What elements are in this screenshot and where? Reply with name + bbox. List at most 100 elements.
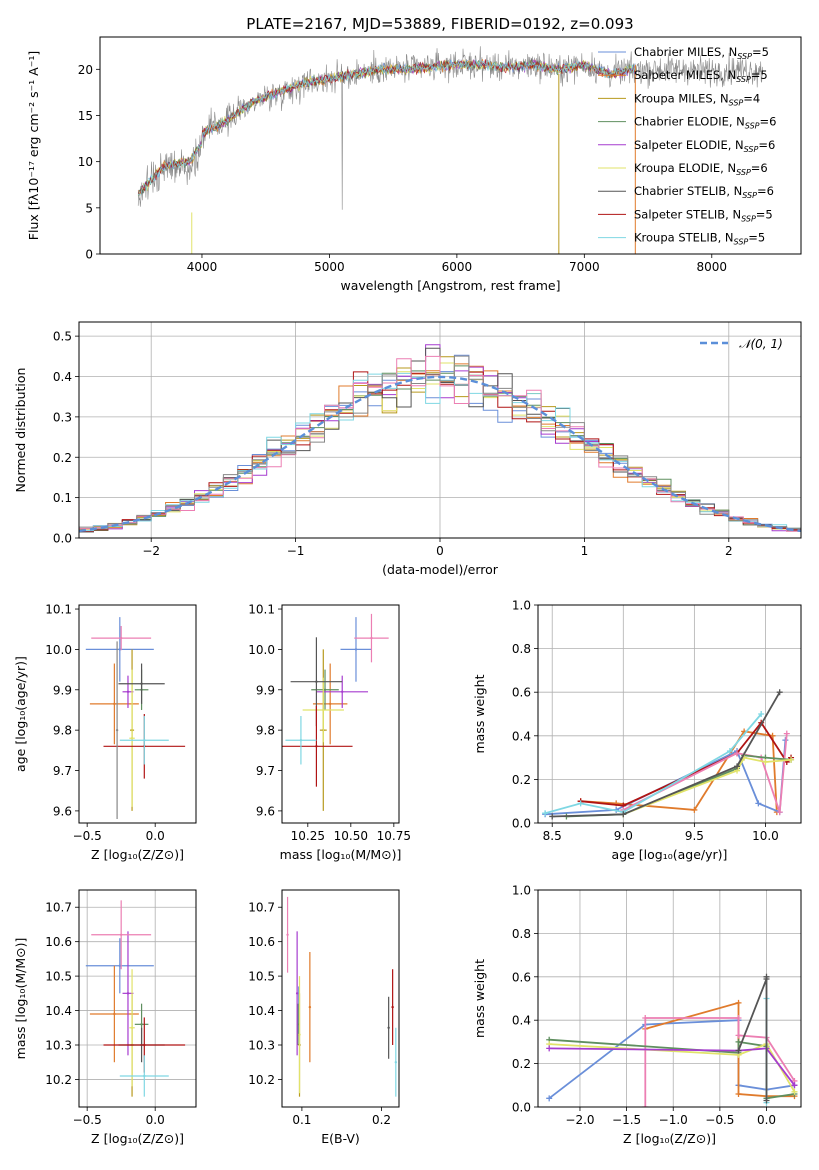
x-tick-label: 0.0 bbox=[757, 1113, 776, 1127]
legend-label-sub: SSP bbox=[744, 145, 759, 154]
data-point-8 bbox=[143, 1043, 146, 1047]
weight-marker bbox=[788, 756, 795, 763]
legend-label-text: Kroupa MILES, N bbox=[634, 91, 729, 105]
weight-marker bbox=[783, 730, 790, 737]
legend-label-value: =4 bbox=[743, 91, 760, 105]
weight-marker bbox=[726, 748, 733, 755]
weight-marker bbox=[642, 1015, 649, 1022]
legend-label-sub: SSP bbox=[742, 191, 757, 200]
y-tick-label: 10.1 bbox=[248, 603, 275, 617]
plot-area bbox=[85, 617, 186, 819]
legend-label-text: Salpeter MILES, N bbox=[634, 68, 736, 82]
y-tick-label: 10.7 bbox=[248, 901, 275, 915]
y-tick-label: 0 bbox=[85, 248, 93, 262]
y-tick-label: 0.8 bbox=[512, 642, 531, 656]
x-tick-label: 5000 bbox=[314, 260, 345, 274]
legend-label: Chabrier MILES, NSSP=5 bbox=[634, 45, 769, 61]
data-point-5 bbox=[295, 992, 299, 995]
y-tick-label: 10.4 bbox=[248, 1004, 275, 1018]
x-tick-label: 4000 bbox=[187, 260, 218, 274]
legend-label: 𝒩(0, 1) bbox=[739, 337, 783, 351]
y-tick-label: 20 bbox=[78, 63, 93, 77]
x-tick-label: 8000 bbox=[697, 260, 728, 274]
y-tick-label: 0.2 bbox=[53, 451, 72, 465]
y-tick-label: 9.6 bbox=[53, 804, 72, 818]
axes-frame bbox=[537, 604, 802, 824]
weight-marker bbox=[691, 806, 698, 813]
y-tick-label: 10.5 bbox=[248, 970, 275, 984]
panel-mass-vs-z: −0.5 0.0 10.2 10.3 10.4 10.5 10.6 10.7 Z [log₁₀(… bbox=[13, 889, 197, 1146]
model-line-8 bbox=[137, 59, 636, 196]
y-axis-label: Flux [fλ10⁻¹⁷ erg cm⁻² s⁻¹ A⁻¹] bbox=[26, 51, 41, 240]
data-point-7 bbox=[315, 680, 318, 683]
legend-label: Salpeter STELIB, NSSP=5 bbox=[634, 207, 773, 223]
legend-label-sub: SSP bbox=[736, 75, 751, 84]
x-tick-label: −0.5 bbox=[73, 829, 102, 843]
panel-mass-vs-ebv: 0.1 0.2 10.2 10.3 10.4 10.5 10.6 10.7 E(B-V) bbox=[248, 889, 400, 1146]
x-tick-label: −0.5 bbox=[73, 1113, 102, 1127]
weight-marker bbox=[791, 1088, 798, 1095]
legend-label: Salpeter ELODIE, NSSP=6 bbox=[634, 138, 775, 154]
data-point-2 bbox=[308, 1005, 312, 1009]
data-point-10 bbox=[119, 933, 123, 936]
weight-marker bbox=[755, 800, 762, 807]
data-point-2 bbox=[113, 702, 116, 706]
x-axis-label: Z [log₁₀(Z/Z⊙)] bbox=[91, 1131, 184, 1146]
legend-label-value: =5 bbox=[751, 68, 768, 82]
data-point-5 bbox=[126, 690, 130, 693]
weight-marker bbox=[791, 1082, 798, 1089]
y-tick-label: 1.0 bbox=[512, 599, 531, 613]
x-tick-label: 0.2 bbox=[372, 1113, 391, 1127]
plot-area bbox=[542, 689, 795, 820]
panel-mass-weight-vs-age: 8.5 9.0 9.5 10.0 0.0 0.2 0.4 0.6 0.8 1.0 age [log₁… bbox=[472, 599, 802, 862]
y-tick-label: 9.8 bbox=[256, 724, 275, 738]
y-tick-label: 9.9 bbox=[256, 683, 275, 697]
plot-area bbox=[546, 973, 798, 1107]
y-tick-label: 0.2 bbox=[512, 1057, 531, 1071]
axes-frame bbox=[78, 604, 197, 824]
weight-marker bbox=[735, 1032, 742, 1039]
y-tick-label: 0.8 bbox=[512, 927, 531, 941]
x-tick-label: 0.0 bbox=[146, 1113, 165, 1127]
weight-marker bbox=[735, 1090, 742, 1097]
y-tick-label: 9.6 bbox=[256, 804, 275, 818]
y-tick-label: 1.0 bbox=[512, 884, 531, 898]
weight-marker bbox=[734, 750, 741, 757]
data-point-9 bbox=[143, 1074, 146, 1078]
legend-label-text: Chabrier STELIB, N bbox=[634, 184, 742, 198]
y-tick-label: 10.6 bbox=[45, 935, 72, 949]
x-tick-label: 10.25 bbox=[291, 829, 325, 843]
y-tick-label: 9.7 bbox=[256, 764, 275, 778]
y-tick-label: 9.8 bbox=[53, 724, 72, 738]
data-point-5 bbox=[126, 992, 130, 995]
x-axis-label: (data-model)/error bbox=[382, 562, 499, 577]
weight-marker bbox=[762, 758, 769, 765]
data-point-4 bbox=[323, 688, 327, 691]
axes-frame bbox=[281, 604, 400, 824]
legend-label-sub: SSP bbox=[741, 214, 756, 223]
legend-label: Chabrier ELODIE, NSSP=6 bbox=[634, 115, 776, 131]
legend-label-text: Salpeter STELIB, N bbox=[634, 207, 741, 221]
plot-area bbox=[85, 900, 186, 1097]
data-point-8 bbox=[315, 745, 318, 748]
y-tick-label: 9.9 bbox=[53, 683, 72, 697]
x-tick-label: 2 bbox=[725, 544, 733, 558]
weight-line-3 bbox=[580, 721, 792, 807]
x-axis-label: E(B-V) bbox=[321, 1131, 360, 1146]
x-tick-label: −2.0 bbox=[565, 1113, 594, 1127]
x-tick-label: 10.0 bbox=[752, 829, 779, 843]
figure-title: PLATE=2167, MJD=53889, FIBERID=0192, z=0… bbox=[246, 15, 633, 33]
y-tick-label: 10.3 bbox=[45, 1039, 72, 1053]
weight-line-6 bbox=[549, 1047, 796, 1086]
y-tick-label: 10.6 bbox=[248, 935, 275, 949]
x-tick-label: 10.75 bbox=[377, 829, 411, 843]
y-tick-label: 0.1 bbox=[53, 491, 72, 505]
y-tick-label: 0.4 bbox=[512, 1014, 531, 1028]
y-tick-label: 15 bbox=[78, 109, 93, 123]
data-point-2 bbox=[113, 1012, 116, 1016]
weight-marker bbox=[776, 809, 783, 816]
y-tick-label: 0.4 bbox=[512, 729, 531, 743]
legend-label-value: =6 bbox=[758, 138, 775, 152]
y-tick-label: 0.0 bbox=[512, 817, 531, 831]
data-point-6 bbox=[322, 708, 325, 712]
